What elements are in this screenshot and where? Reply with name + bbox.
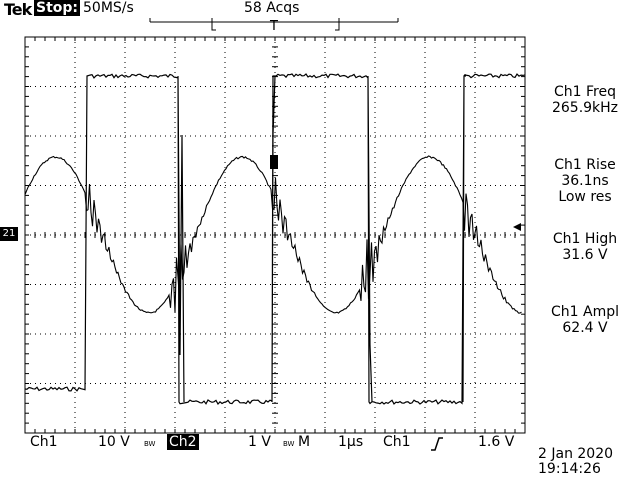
trigger-level: 1.6 V: [478, 434, 515, 450]
measurement-value: 36.1ns: [561, 173, 609, 189]
channel-ground-marker: 21: [0, 227, 18, 241]
measurement-freq: Ch1 Freq 265.9kHz: [532, 84, 638, 116]
measurement-label: Ch1 Freq: [554, 84, 616, 100]
measurement-label: Ch1 Rise: [554, 157, 616, 173]
run-state-badge: Stop:: [34, 0, 81, 16]
ch1-ground-label: 1: [9, 228, 16, 239]
ch2-trace: [24, 155, 522, 314]
graticule: [24, 36, 526, 434]
ch2-label: Ch2: [167, 434, 199, 450]
time-label: 19:14:26: [538, 461, 601, 477]
bandwidth-limit-icon: BW: [283, 440, 295, 448]
measurement-note: Low res: [558, 189, 612, 205]
acquisition-count: 58 Acqs: [244, 0, 300, 16]
measurement-high: Ch1 High 31.6 V: [532, 231, 638, 263]
date-label: 2 Jan 2020: [538, 446, 614, 462]
timebase-value: 1µs: [338, 434, 364, 450]
trigger-position-marker: T: [269, 19, 278, 34]
trigger-point-marker: [270, 155, 278, 169]
ch2-ground-label: 2: [2, 228, 9, 239]
measurement-ampl: Ch1 Ampl 62.4 V: [532, 304, 638, 336]
ch2-scale: 1 V: [248, 434, 271, 450]
measurement-label: Ch1 High: [552, 231, 618, 247]
record-view-bar: [149, 18, 399, 31]
trigger-level-arrow: [513, 223, 521, 231]
ch1-trace: [24, 73, 526, 406]
ch1-scale: 10 V: [98, 434, 130, 450]
measurement-value: 265.9kHz: [551, 100, 619, 116]
ch1-label: Ch1: [30, 434, 58, 450]
brand-logo: Tek: [4, 0, 32, 19]
main-timebase-label: M: [298, 434, 311, 450]
trigger-source: Ch1: [383, 434, 411, 450]
measurement-rise: Ch1 Rise 36.1ns Low res: [532, 157, 638, 205]
measurement-label: Ch1 Ampl: [551, 304, 619, 320]
measurement-value: 62.4 V: [562, 320, 608, 336]
sample-rate: 50MS/s: [83, 0, 134, 16]
measurement-value: 31.6 V: [562, 247, 608, 263]
bandwidth-limit-icon: BW: [144, 440, 156, 448]
rising-edge-icon: [430, 436, 444, 456]
